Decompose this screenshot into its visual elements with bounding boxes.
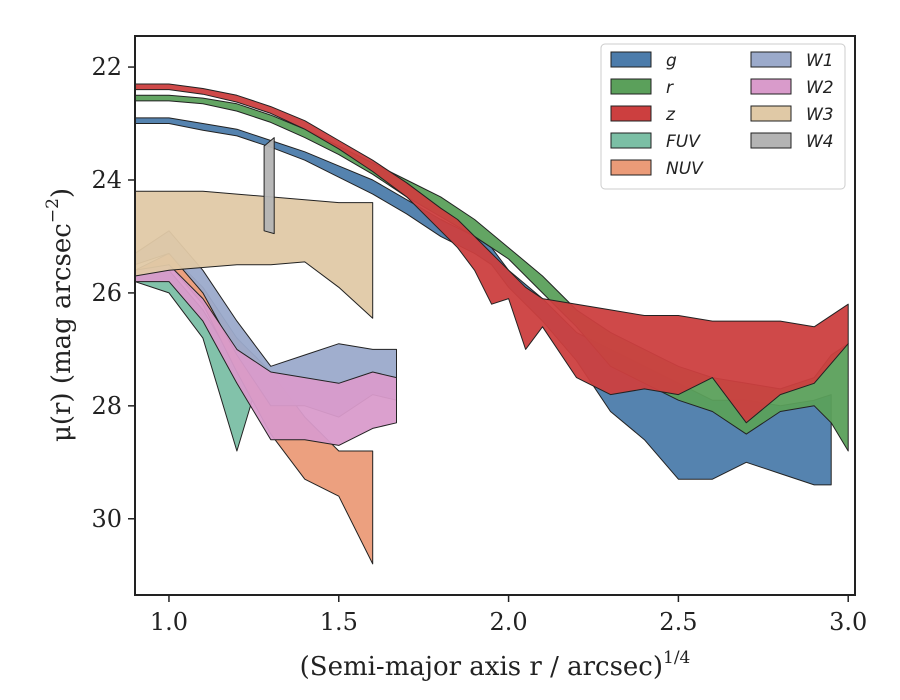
series-band-w3 [135,190,374,319]
legend-label-w1: W1 [806,51,834,71]
legend-swatch-w2 [750,78,792,95]
x-tick-label: 1.5 [320,608,358,636]
legend-label-r: r [666,78,674,98]
y-tick-label: 30 [91,505,122,533]
series-band-w2 [135,264,397,446]
legend-label-fuv: FUV [666,132,701,152]
y-tick-label: 22 [91,53,122,81]
legend-swatch-z [610,105,652,122]
legend-swatch-w1 [750,51,792,68]
y-tick-label: 26 [91,279,122,307]
legend-swatch-nuv [610,159,652,176]
x-tick-label: 2.0 [489,608,527,636]
legend-swatch-fuv [610,132,652,149]
legend-swatch-r [610,78,652,95]
x-axis: 1.0 1.5 2.0 2.5 3.0 [150,595,867,636]
legend-swatch-g [610,51,652,68]
legend-label-w4: W4 [806,132,834,152]
y-tick-label: 28 [91,392,122,420]
series-band-z [135,83,849,424]
plot-frame [134,35,856,596]
x-tick-label: 3.0 [829,608,867,636]
legend-label-g: g [666,51,677,71]
legend-label-z: z [665,105,676,125]
y-axis: 22 24 26 28 30 [91,53,135,533]
series-layer [135,83,849,565]
series-band-w4 [263,137,275,235]
legend-swatch-w4 [750,132,792,149]
x-tick-label: 2.5 [659,608,697,636]
series-band-g [135,117,832,486]
y-tick-label: 24 [91,166,122,194]
x-axis-label: (Semi-major axis r / arcsec)1/4 [300,648,691,682]
legend-label-nuv: NUV [666,159,704,179]
legend-label-w3: W3 [806,105,834,125]
legend-swatch-w3 [750,105,792,122]
x-tick-label: 1.0 [150,608,188,636]
legend-label-w2: W2 [806,78,834,98]
y-axis-label: μ(r) (mag arcsec−2) [43,188,77,442]
legend: grz FUV NUV W1 W2 W3 W4 [600,43,846,190]
